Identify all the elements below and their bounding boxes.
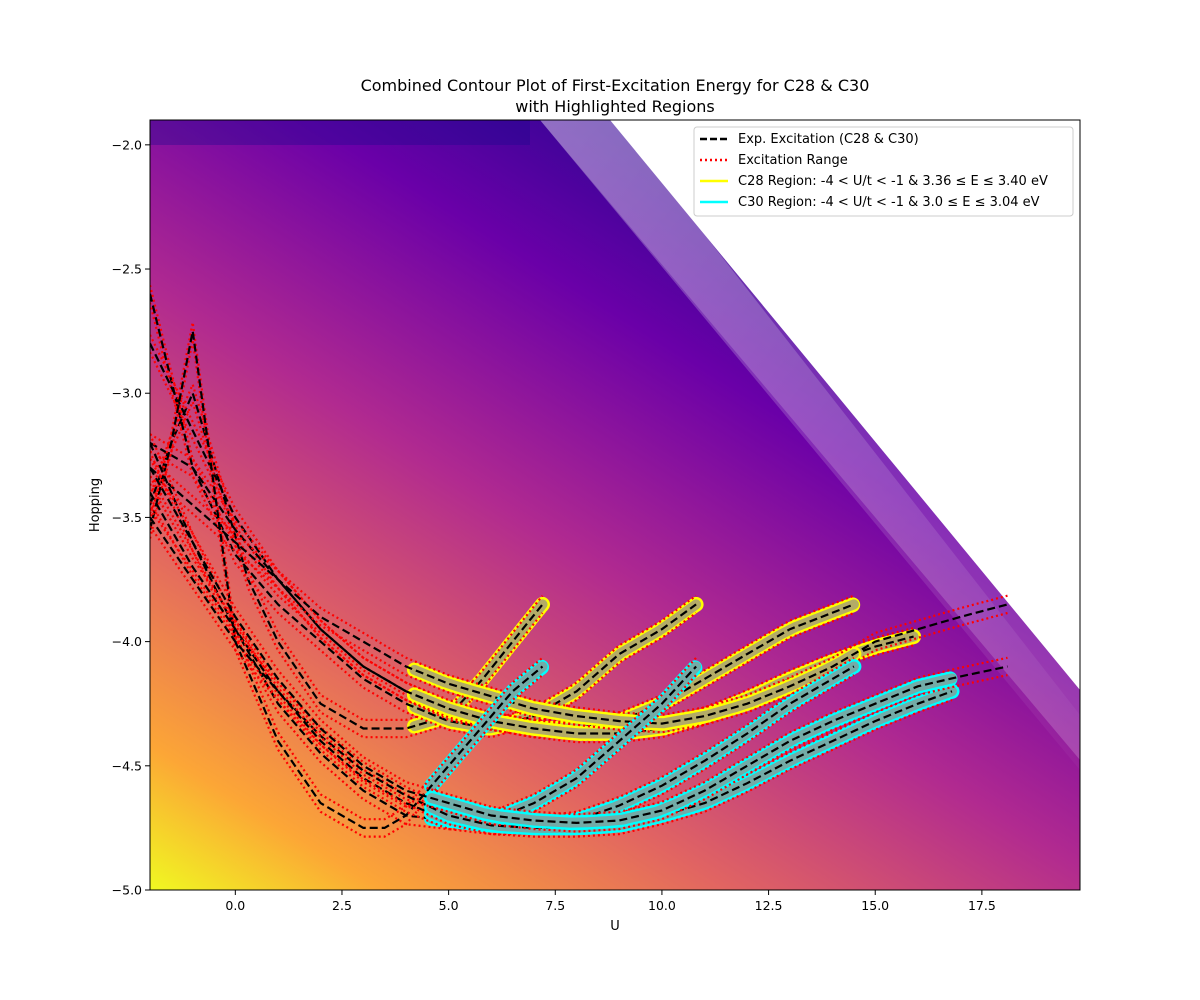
- excitation-range-upper: [150, 284, 697, 722]
- exp-excitation-curve-c28-0: [150, 389, 544, 730]
- y-tick-label: −2.5: [112, 262, 142, 277]
- contour-top-band: [150, 120, 530, 145]
- y-tick-label: −3.5: [112, 510, 142, 525]
- excitation-range-lower: [150, 525, 953, 838]
- plot-frame: [149, 119, 1081, 891]
- excitation-range-upper: [150, 433, 697, 813]
- y-tick-label: −3.0: [112, 386, 142, 401]
- exp-excitation-curve-c28-1: [150, 293, 697, 730]
- x-tick-label: 10.0: [648, 898, 676, 913]
- excitation-range-upper: [150, 508, 953, 821]
- exp-excitation-curve-c30-5: [150, 330, 544, 829]
- y-axis: −2.0 −2.5 −3.0 −3.5 −4.0 −4.5 −5.0: [112, 137, 150, 898]
- exp-excitation-curve-c30-9: [150, 467, 1008, 825]
- legend: Exp. Excitation (C28 & C30) Excitation R…: [693, 126, 1074, 217]
- y-tick-label: −5.0: [112, 883, 142, 898]
- curves-layer: [150, 284, 1008, 838]
- excitation-range-lower: [150, 500, 855, 836]
- legend-box: [693, 126, 1074, 217]
- y-axis-label: Hopping: [88, 478, 103, 532]
- legend-label-c28: C28 Region: -4 < U/t < -1 & 3.36 ≤ E ≤ 3…: [738, 174, 1048, 189]
- x-tick-label: 7.5: [545, 898, 565, 913]
- excitation-range-upper: [150, 322, 544, 821]
- x-tick-label: 17.5: [968, 898, 996, 913]
- y-tick-label: −2.0: [112, 137, 142, 152]
- chart-title-line-2: with Highlighted Regions: [515, 97, 714, 116]
- excitation-range-lower: [150, 451, 697, 831]
- x-tick-label: 12.5: [755, 898, 783, 913]
- excitation-range-upper: [150, 483, 855, 818]
- y-tick-label: −4.5: [112, 758, 142, 773]
- excitation-range-upper: [150, 433, 914, 726]
- excitation-range-upper: [150, 381, 544, 721]
- legend-label-c30: C30 Region: -4 < U/t < -1 & 3.0 ≤ E ≤ 3.…: [738, 195, 1040, 210]
- x-axis-label: U: [610, 919, 620, 934]
- contour-faded-band: [540, 120, 1080, 770]
- y-tick-label: −4.0: [112, 634, 142, 649]
- excitation-range-lower: [150, 351, 855, 739]
- legend-label-exp: Exp. Excitation (C28 & C30): [738, 132, 919, 147]
- x-tick-label: 15.0: [861, 898, 889, 913]
- chart-title-line-1: Combined Contour Plot of First-Excitatio…: [361, 76, 870, 95]
- plot-area: [150, 120, 1080, 890]
- legend-label-range: Excitation Range: [738, 153, 848, 168]
- excitation-range-lower: [150, 302, 697, 739]
- x-axis: 0.0 2.5 5.0 7.5 10.0 12.5 15.0 17.5: [225, 890, 996, 913]
- x-tick-label: 0.0: [225, 898, 245, 913]
- x-tick-label: 5.0: [439, 898, 459, 913]
- excitation-range-lower: [150, 339, 544, 838]
- x-tick-label: 2.5: [332, 898, 352, 913]
- contour-overlay-edge: [610, 120, 1080, 690]
